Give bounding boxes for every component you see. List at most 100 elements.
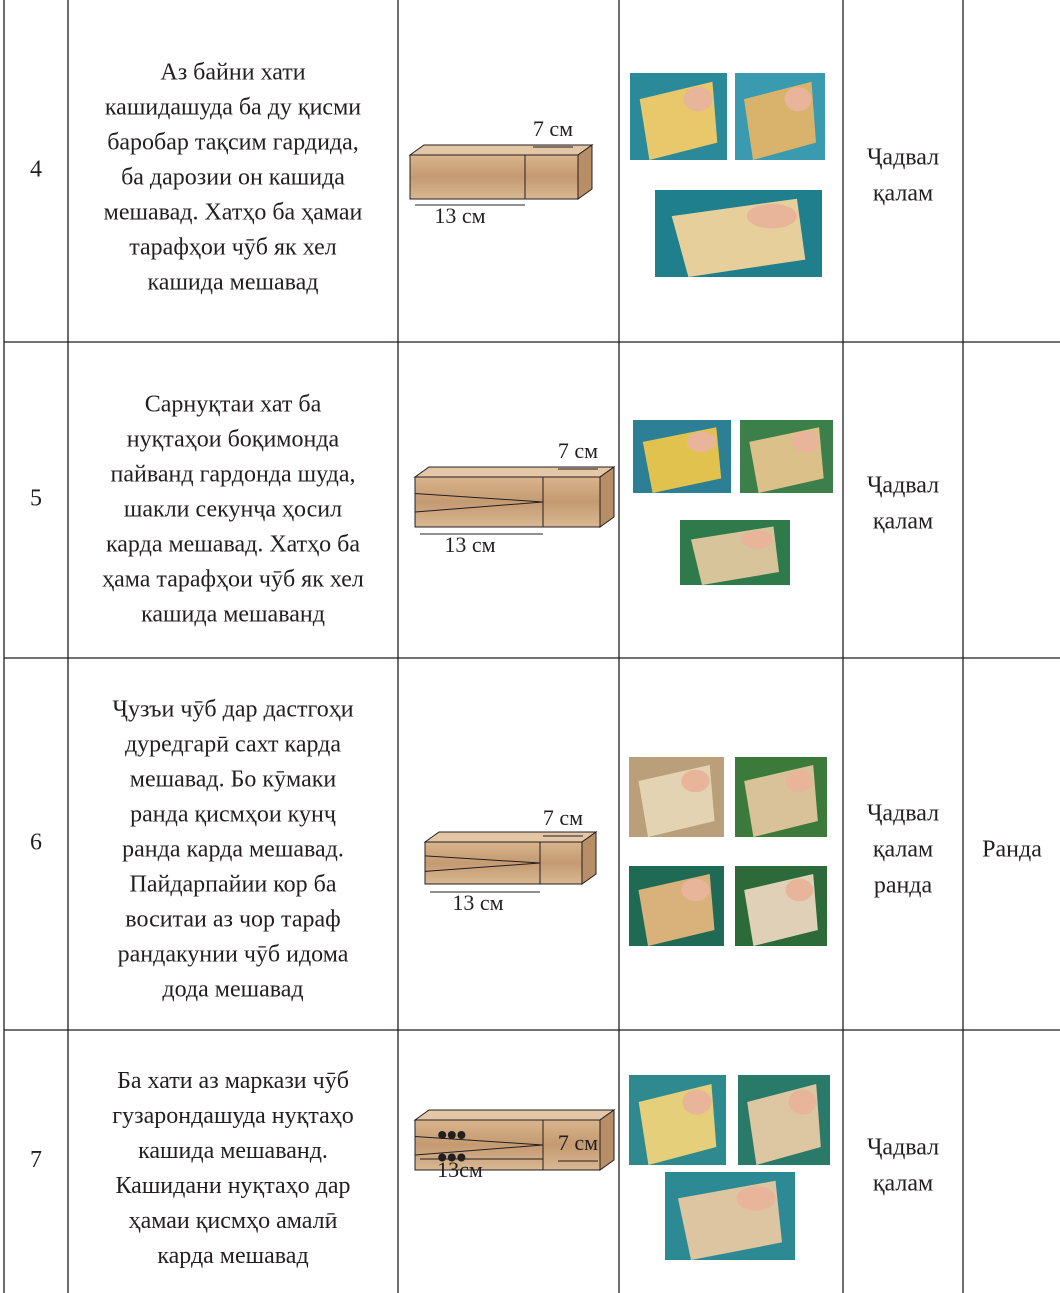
length-label: 13 см (444, 532, 495, 557)
row-number: 4 (30, 157, 42, 183)
dot (438, 1131, 447, 1139)
block-end (577, 144, 593, 200)
description-line: рандакунии чӯб идома (118, 942, 349, 968)
tool: Ҷадвал (867, 1135, 939, 1161)
photo (633, 420, 731, 493)
description-line: кашида мешавад (148, 270, 319, 296)
width-label: 7 см (558, 438, 598, 463)
photo-hand (784, 86, 812, 112)
diag (414, 1144, 544, 1156)
photo-hand (736, 1186, 776, 1211)
tool: қалам (873, 837, 933, 863)
photo-hand (785, 878, 814, 902)
dot (447, 1131, 456, 1139)
description-line: мешавад. Хатҳо ба ҳамаи (104, 200, 363, 226)
block-end (599, 466, 615, 528)
photo (740, 420, 833, 493)
length-label: 13см (437, 1157, 483, 1182)
row-number: 6 (30, 830, 42, 856)
width-label: 7 см (543, 805, 583, 830)
row-number: 7 (30, 1147, 42, 1173)
description-line: дода мешавад (162, 977, 303, 1003)
width-label: 7 см (533, 116, 573, 141)
row-number: 5 (30, 486, 42, 512)
length-label: 13 см (452, 890, 503, 915)
photo (680, 520, 790, 585)
photo (629, 866, 724, 946)
block-front (409, 154, 579, 200)
block-end (599, 1109, 615, 1171)
tool: Ҷадвал (867, 145, 939, 171)
description-line: Кашидани нуқтаҳо дар (115, 1173, 350, 1199)
description-line: кашидашуда ба ду қисми (105, 95, 361, 121)
block-front (414, 1119, 601, 1171)
block-end (581, 831, 597, 885)
photo (735, 866, 827, 946)
photo (665, 1172, 795, 1260)
description-line: Аз байни хати (160, 60, 305, 86)
photo-hand (746, 203, 797, 229)
diag (414, 1136, 544, 1146)
block-front (414, 476, 601, 528)
description-line: шакли секунҷа ҳосил (124, 497, 342, 523)
description-line: баробар тақсим гардида, (107, 130, 359, 156)
photo-hand (681, 878, 710, 902)
table-grid (3, 0, 1060, 1293)
diagram: 7 см 13см (413, 1109, 616, 1182)
photo-hand (686, 431, 717, 453)
photo (735, 757, 827, 837)
photo (629, 757, 724, 837)
block-top (413, 1109, 616, 1121)
photo-hand (681, 769, 710, 793)
description-line: дуредгарӣ сахт карда (125, 732, 341, 758)
tool: қалам (873, 509, 933, 535)
photo-hand (791, 431, 820, 453)
tool: Ҷадвал (867, 801, 939, 827)
description-line: карда мешавад. Хатҳо ба (106, 532, 360, 558)
photo (655, 190, 822, 277)
description-line: ранда қисмҳои кунҷ (130, 802, 336, 828)
tool: Ҷадвал (867, 473, 939, 499)
length-label: 13 см (434, 203, 485, 228)
photo (738, 1075, 830, 1165)
tool: ранда (874, 873, 933, 899)
photo-hand (788, 1089, 817, 1115)
description-line: Пайдарпайии кор ба (129, 872, 336, 898)
description-line: кашида мешаванд (141, 602, 325, 628)
description-line: гузарондашуда нуқтаҳо (112, 1103, 353, 1129)
block-front (424, 841, 583, 885)
description-line: ҳама тарафҳои чӯб як хел (102, 567, 364, 593)
description-line: мешавад. Бо кӯмаки (130, 767, 337, 793)
description-line: Сарнуқтаи хат ба (145, 392, 322, 418)
diag (424, 862, 541, 872)
photo-hand (683, 86, 713, 112)
tool: қалам (873, 181, 933, 207)
photo (630, 73, 727, 160)
extra-tool: Ранда (982, 837, 1042, 863)
description-line: карда мешавад (157, 1243, 308, 1269)
description-line: пайванд гардонда шуда, (111, 462, 356, 488)
dot (457, 1131, 466, 1139)
description-line: Ҷузъи чӯб дар дастгоҳи (112, 697, 353, 723)
diagram: 7 см 13 см (413, 438, 616, 557)
description-line: Ба хати аз маркази чӯб (117, 1068, 349, 1094)
diagram: 7 см 13 см (423, 805, 598, 915)
description-line: воситаи аз чор тараф (125, 907, 340, 933)
width-label: 7 см (558, 1130, 598, 1155)
diag (414, 501, 544, 513)
description-line: ба дарозии он кашида (121, 165, 345, 191)
description-line: кашида мешаванд. (138, 1138, 328, 1164)
photo (629, 1075, 726, 1165)
block-top (423, 831, 598, 843)
diagram: 7 см 13 см (408, 116, 594, 228)
photo-hand (740, 530, 774, 549)
photo (735, 73, 825, 160)
description-line: нуқтаҳои боқимонда (127, 427, 340, 453)
description-line: ранда карда мешавад. (122, 837, 344, 863)
photo-hand (682, 1089, 712, 1115)
photo-hand (785, 769, 814, 793)
tool: қалам (873, 1171, 933, 1197)
description-line: ҳамаи қисмҳо амалӣ (129, 1208, 338, 1234)
diag (414, 493, 544, 503)
